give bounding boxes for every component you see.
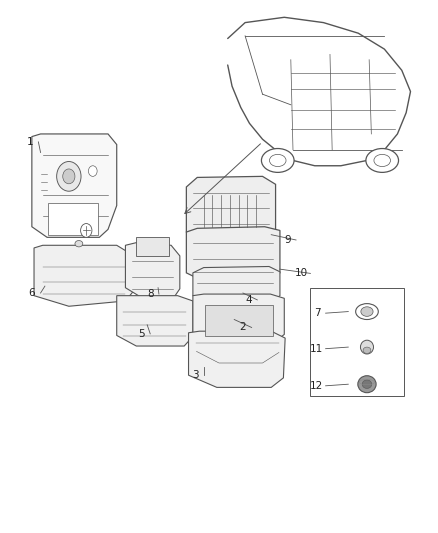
Text: 9: 9 [284, 235, 291, 245]
Circle shape [63, 169, 75, 184]
Text: 7: 7 [314, 308, 320, 318]
Polygon shape [188, 331, 285, 387]
Ellipse shape [261, 149, 294, 172]
Ellipse shape [360, 340, 374, 354]
Text: 3: 3 [192, 370, 198, 380]
Ellipse shape [75, 240, 83, 247]
Text: 8: 8 [147, 289, 154, 299]
Polygon shape [34, 245, 134, 306]
Text: 12: 12 [310, 381, 324, 391]
Polygon shape [193, 294, 284, 343]
Ellipse shape [374, 155, 391, 166]
Ellipse shape [269, 155, 286, 166]
Polygon shape [125, 243, 180, 298]
Circle shape [81, 223, 92, 237]
Bar [205, 305, 272, 336]
Polygon shape [186, 176, 276, 243]
Polygon shape [193, 266, 280, 305]
Ellipse shape [362, 380, 372, 389]
Ellipse shape [363, 347, 371, 353]
Text: 2: 2 [240, 322, 246, 333]
Circle shape [88, 166, 97, 176]
Circle shape [57, 161, 81, 191]
Polygon shape [186, 227, 280, 284]
Ellipse shape [358, 376, 376, 393]
Text: 1: 1 [26, 137, 33, 147]
Polygon shape [32, 134, 117, 237]
Bar [48, 203, 99, 235]
Ellipse shape [366, 149, 399, 172]
Polygon shape [117, 296, 193, 346]
Bar [136, 237, 169, 256]
Ellipse shape [356, 304, 378, 319]
Text: 10: 10 [295, 269, 308, 278]
Text: 5: 5 [138, 329, 145, 339]
Ellipse shape [361, 307, 373, 317]
Text: 11: 11 [310, 344, 324, 354]
Bar [311, 288, 404, 397]
Text: 6: 6 [28, 288, 35, 298]
Text: 4: 4 [245, 295, 252, 305]
